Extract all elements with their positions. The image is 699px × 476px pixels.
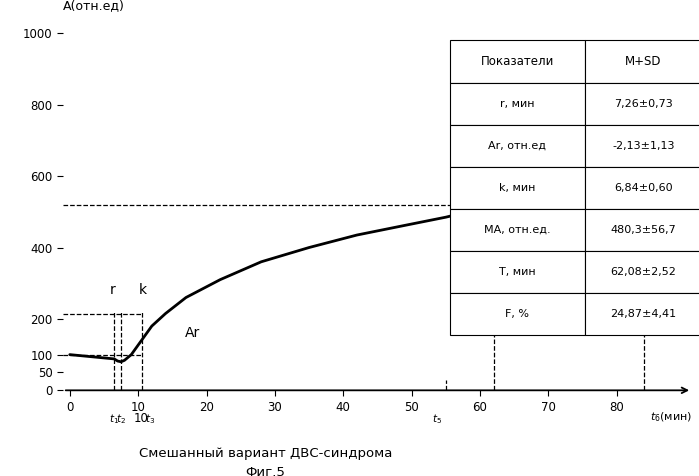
- Text: r, мин: r, мин: [500, 99, 535, 109]
- Text: MA: MA: [500, 180, 522, 194]
- Bar: [585, 209, 699, 251]
- Text: Смешанный вариант ДВС-синдрома: Смешанный вариант ДВС-синдрома: [139, 447, 392, 460]
- Text: 10: 10: [134, 412, 149, 425]
- Text: Т, мин: Т, мин: [499, 267, 535, 277]
- Bar: [585, 125, 699, 167]
- Bar: [585, 83, 699, 125]
- Text: k, мин: k, мин: [499, 183, 535, 193]
- Text: -2,13±1,13: -2,13±1,13: [612, 141, 675, 151]
- Text: А(отн.ед): А(отн.ед): [63, 0, 125, 12]
- Bar: [450, 83, 585, 125]
- Text: 7,26±0,73: 7,26±0,73: [614, 99, 672, 109]
- Text: $t_5$: $t_5$: [433, 412, 442, 426]
- Text: 62,08±2,52: 62,08±2,52: [610, 267, 676, 277]
- Text: $t_2$: $t_2$: [116, 412, 126, 426]
- Bar: [450, 40, 585, 83]
- Text: Аr, отн.ед: Аr, отн.ед: [489, 141, 547, 151]
- Bar: [450, 251, 585, 293]
- Bar: [450, 293, 585, 335]
- Text: F, %: F, %: [505, 309, 529, 319]
- Text: 480,3±56,7: 480,3±56,7: [610, 225, 676, 235]
- Text: $t_6$(мин): $t_6$(мин): [649, 410, 692, 424]
- Text: r: r: [110, 284, 116, 298]
- Text: $t_1$: $t_1$: [109, 412, 120, 426]
- Text: МА, отн.ед.: МА, отн.ед.: [484, 225, 551, 235]
- Bar: [450, 209, 585, 251]
- Bar: [450, 125, 585, 167]
- Text: k: k: [139, 284, 147, 298]
- Text: T: T: [496, 294, 505, 308]
- Bar: [585, 40, 699, 83]
- Text: M+SD: M+SD: [625, 55, 661, 68]
- Bar: [450, 167, 585, 209]
- Text: Фиг.5: Фиг.5: [245, 466, 286, 476]
- Text: F: F: [651, 244, 659, 258]
- Bar: [585, 167, 699, 209]
- Text: 6,84±0,60: 6,84±0,60: [614, 183, 672, 193]
- Bar: [585, 293, 699, 335]
- Text: 24,87±4,41: 24,87±4,41: [610, 309, 677, 319]
- Text: $t_3$: $t_3$: [145, 412, 155, 426]
- Bar: [585, 251, 699, 293]
- Text: Ar: Ar: [185, 326, 201, 340]
- Text: Показатели: Показатели: [481, 55, 554, 68]
